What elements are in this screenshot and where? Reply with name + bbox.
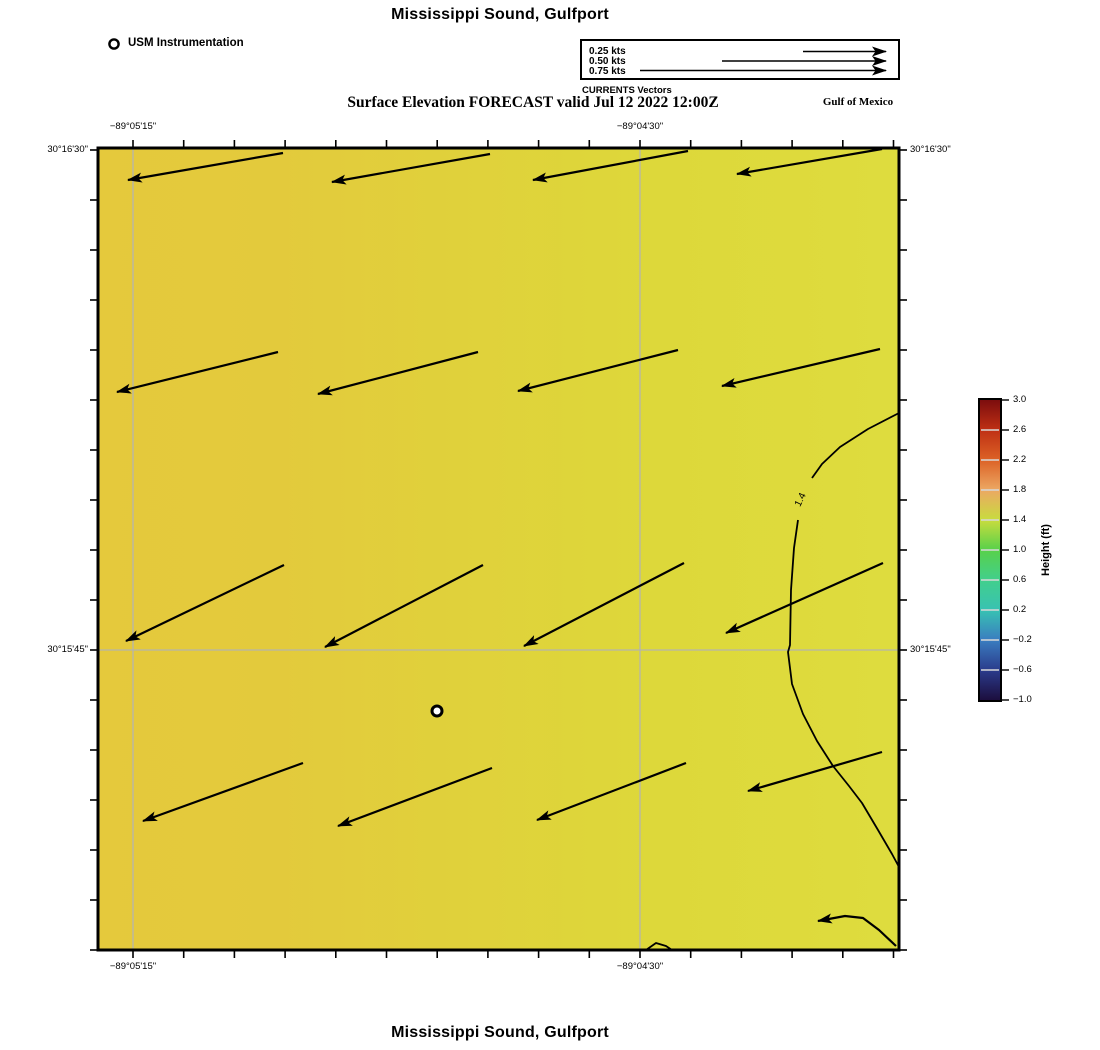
- colorbar-tick-label: 2.2: [1013, 454, 1027, 465]
- colorbar-tick-label: 0.2: [1013, 604, 1027, 615]
- x-tick-label-bottom: −89°05'15": [109, 961, 157, 972]
- vector-scale-075: 0.75 kts: [589, 66, 626, 77]
- x-tick-label-top: −89°04'30": [616, 121, 664, 132]
- colorbar-tick-label: 3.0: [1013, 394, 1027, 405]
- y-tick-label-right: 30°16'30": [910, 144, 951, 155]
- colorbar: [978, 398, 1002, 702]
- station-marker-icon: [108, 38, 120, 50]
- colorbar-tick-label: 1.8: [1013, 484, 1027, 495]
- colorbar-tick-label: 0.6: [1013, 574, 1027, 585]
- x-tick-label-top: −89°05'15": [109, 121, 157, 132]
- y-tick-label-left: 30°15'45": [47, 644, 88, 655]
- colorbar-tick-label: −1.0: [1013, 694, 1032, 705]
- y-tick-label-left: 30°16'30": [47, 144, 88, 155]
- figure-title: Mississippi Sound, Gulfport: [391, 6, 609, 23]
- forecast-subtitle: Surface Elevation FORECAST valid Jul 12 …: [347, 94, 719, 111]
- region-label: Gulf of Mexico: [822, 96, 894, 108]
- colorbar-tick-label: 1.0: [1013, 544, 1027, 555]
- station-legend-label: USM Instrumentation: [128, 37, 244, 49]
- colorbar-tick-label: 1.4: [1013, 514, 1027, 525]
- figure-bottom-title: Mississippi Sound, Gulfport: [391, 1024, 609, 1041]
- colorbar-tick-label: −0.6: [1013, 664, 1032, 675]
- vector-scale-050: 0.50 kts: [589, 56, 626, 67]
- vector-legend-caption: CURRENTS Vectors: [582, 85, 672, 96]
- colorbar-tick-label: 2.6: [1013, 424, 1027, 435]
- vector-scale-legend-box: 0.25 kts 0.50 kts 0.75 kts: [580, 39, 900, 80]
- vector-scale-025: 0.25 kts: [589, 46, 626, 57]
- colorbar-tick-label: −0.2: [1013, 634, 1032, 645]
- map-area: [98, 148, 899, 950]
- y-tick-label-right: 30°15'45": [910, 644, 951, 655]
- x-tick-label-bottom: −89°04'30": [616, 961, 664, 972]
